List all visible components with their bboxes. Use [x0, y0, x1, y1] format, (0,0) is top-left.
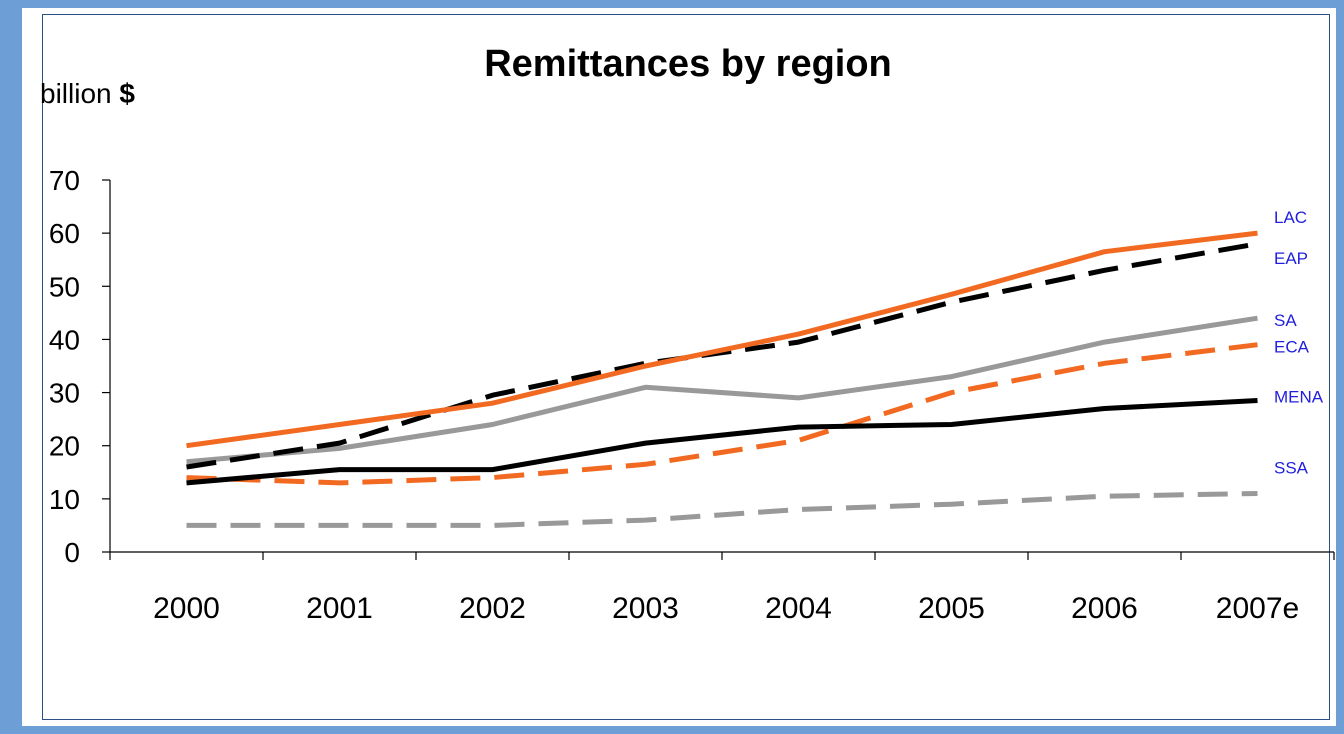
x-tick-label: 2005	[918, 592, 985, 625]
y-tick-label: 70	[49, 165, 80, 196]
series-label-eap: EAP	[1274, 249, 1308, 268]
y-tick-label: 30	[49, 378, 80, 409]
y-axis-unit-prefix: billion	[40, 78, 119, 109]
series-label-sa: SA	[1274, 311, 1297, 330]
x-tick-label: 2007e	[1216, 592, 1299, 625]
x-tick-label: 2004	[765, 592, 832, 625]
y-tick-label: 60	[49, 218, 80, 249]
x-tick-label: 2002	[459, 592, 526, 625]
series-label-lac: LAC	[1274, 208, 1307, 227]
series-line-eca	[186, 342, 1258, 486]
series-line-lac	[186, 230, 1258, 449]
y-axis-unit-label: billion $	[40, 78, 135, 109]
series-line-sa	[186, 315, 1258, 465]
y-tick-label: 40	[49, 324, 80, 355]
series-labels: LAC EAP SA ECA MENA SSA	[1274, 208, 1324, 477]
series-line-mena	[186, 398, 1258, 486]
y-tick-label: 10	[49, 484, 80, 515]
x-tick-label: 2006	[1071, 592, 1138, 625]
chart-title: Remittances by region	[484, 43, 892, 85]
y-tick-label: 20	[49, 431, 80, 462]
y-tick-label: 0	[64, 537, 80, 568]
y-axis-unit-symbol: $	[119, 78, 135, 109]
series-label-ssa: SSA	[1274, 459, 1309, 478]
series-label-mena: MENA	[1274, 388, 1324, 407]
y-tick-label: 50	[49, 271, 80, 302]
x-tick-label: 2001	[306, 592, 373, 625]
series-line-ssa	[186, 491, 1258, 528]
x-tick-label: 2000	[153, 592, 220, 625]
series-lines	[186, 230, 1258, 528]
axes: 0 10 20 30 40 50 60 70 2000 2001 2002 2003 2004 2005 2…	[49, 165, 1335, 625]
x-tick-label: 2003	[612, 592, 679, 625]
series-label-eca: ECA	[1274, 338, 1310, 357]
series-line-eap	[186, 241, 1258, 470]
